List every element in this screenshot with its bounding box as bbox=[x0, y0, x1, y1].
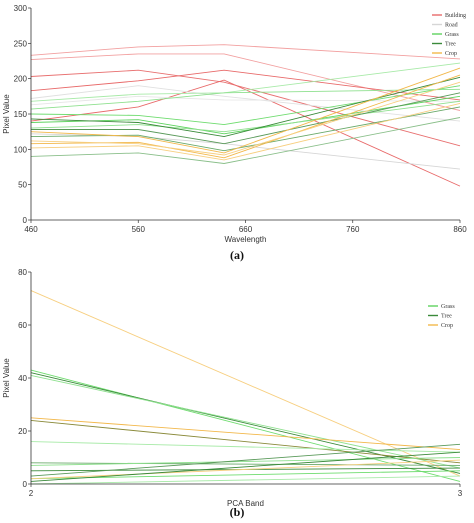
caption-b: (b) bbox=[230, 505, 245, 519]
y-tick-label: 0 bbox=[23, 480, 28, 489]
series-line-grass-9 bbox=[30, 457, 461, 466]
legend-label-crop: Crop bbox=[445, 51, 457, 57]
series-line-tree-16 bbox=[30, 117, 461, 164]
legend-label-tree: Tree bbox=[445, 42, 456, 48]
x-tick-label: 2 bbox=[29, 489, 34, 498]
series-line-crop-21 bbox=[30, 102, 461, 161]
x-tick-label: 460 bbox=[24, 225, 38, 234]
series-line-tree-11 bbox=[30, 443, 461, 477]
x-tick-label: 3 bbox=[458, 489, 463, 498]
series-line-tree-14 bbox=[30, 451, 461, 482]
y-tick-label: 80 bbox=[18, 268, 27, 277]
series-line-crop-13 bbox=[30, 459, 461, 480]
y-tick-label: 40 bbox=[18, 374, 27, 383]
series-line-grass-13 bbox=[30, 100, 461, 133]
series-line-tree-17 bbox=[30, 106, 461, 152]
x-axis-label: PCA Band bbox=[227, 499, 264, 508]
y-tick-label: 300 bbox=[14, 4, 28, 13]
y-tick-label: 150 bbox=[14, 110, 28, 119]
series-line-crop-20 bbox=[30, 67, 461, 154]
series-line-crop-19 bbox=[30, 81, 461, 156]
x-tick-label: 760 bbox=[346, 225, 360, 234]
series-line-crop-18 bbox=[30, 74, 461, 159]
series-line-road-8 bbox=[30, 95, 461, 106]
series-line-building-1 bbox=[30, 44, 461, 60]
y-tick-label: 20 bbox=[18, 427, 27, 436]
x-tick-label: 860 bbox=[453, 225, 467, 234]
chart-b: 0 20 40 60 80 2 3 PCA Band Pixel Value Grass Tree C… bbox=[2, 268, 463, 508]
y-axis-label: Pixel Value bbox=[2, 94, 11, 134]
series-line-road-6 bbox=[30, 85, 461, 122]
series-line-grass-9 bbox=[30, 62, 461, 102]
caption-a: (a) bbox=[230, 248, 244, 262]
series-line-crop-5 bbox=[30, 417, 461, 451]
x-tick-label: 560 bbox=[132, 225, 146, 234]
series-line-tree-14 bbox=[30, 76, 461, 138]
legend-label-tree: Tree bbox=[441, 314, 452, 320]
series-line-grass-11 bbox=[30, 85, 461, 126]
chart-a: 0 50 100 150 200 250 300 460 560 660 760 860 Wavelen… bbox=[2, 4, 467, 244]
legend-label-crop: Crop bbox=[441, 323, 453, 329]
series-line-road-7 bbox=[30, 133, 461, 170]
legend-label-building: Building bbox=[445, 13, 466, 19]
y-tick-label: 60 bbox=[18, 321, 27, 330]
legend-label-road: Road bbox=[445, 23, 458, 29]
series-line-tree-8 bbox=[30, 462, 461, 466]
y-axis-label: Pixel Value bbox=[2, 358, 11, 398]
y-tick-label: 50 bbox=[18, 181, 27, 190]
series-line-building-3 bbox=[30, 69, 461, 147]
series-line-grass-10 bbox=[30, 88, 461, 110]
y-tick-label: 100 bbox=[14, 145, 28, 154]
series-line-crop-1 bbox=[30, 290, 461, 477]
x-tick-label: 660 bbox=[239, 225, 253, 234]
series-line-grass-15 bbox=[30, 475, 461, 485]
series-line-building-4 bbox=[30, 69, 461, 101]
series-line-tree-6 bbox=[30, 419, 461, 464]
x-axis-label: Wavelength bbox=[225, 235, 267, 244]
y-tick-label: 0 bbox=[23, 216, 28, 225]
y-tick-label: 200 bbox=[14, 75, 28, 84]
series-line-building-2 bbox=[30, 53, 461, 111]
y-tick-label: 250 bbox=[14, 39, 28, 48]
series-line-grass-4 bbox=[30, 374, 461, 469]
series-line-grass-12 bbox=[30, 470, 461, 480]
legend-label-grass: Grass bbox=[441, 304, 455, 310]
legend-label-grass: Grass bbox=[445, 32, 459, 38]
series-line-grass-7 bbox=[30, 441, 461, 453]
